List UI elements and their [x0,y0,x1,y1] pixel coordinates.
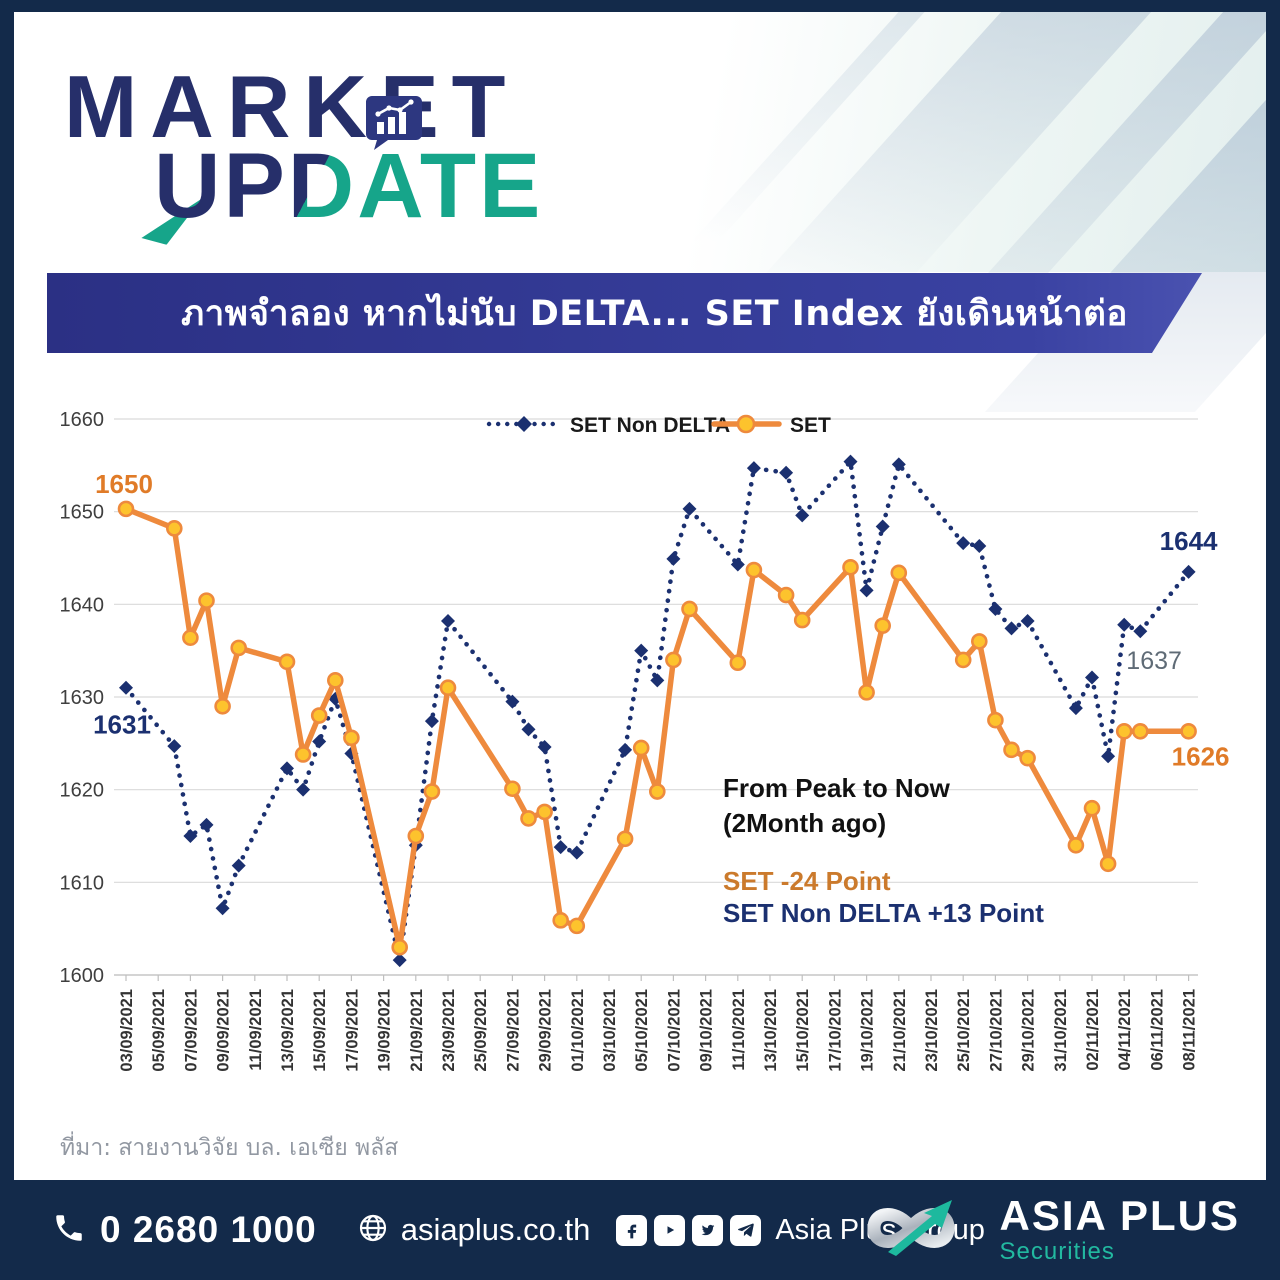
svg-text:1650: 1650 [95,469,153,499]
phone-number: 0 2680 1000 [100,1209,317,1250]
svg-text:07/10/2021: 07/10/2021 [665,989,683,1072]
svg-text:01/10/2021: 01/10/2021 [569,989,587,1072]
svg-text:06/11/2021: 06/11/2021 [1148,989,1166,1071]
svg-text:03/09/2021: 03/09/2021 [118,989,136,1072]
svg-text:05/10/2021: 05/10/2021 [633,989,651,1072]
series-set [117,500,1197,956]
phone-icon [52,1211,86,1250]
svg-text:1637: 1637 [1126,647,1182,675]
svg-text:03/10/2021: 03/10/2021 [601,989,619,1072]
svg-text:15/09/2021: 15/09/2021 [311,989,329,1072]
svg-text:07/09/2021: 07/09/2021 [182,989,200,1072]
svg-text:13/10/2021: 13/10/2021 [762,989,780,1072]
svg-text:23/09/2021: 23/09/2021 [440,989,458,1072]
chart-legend: SET Non DELTA SET [486,414,831,437]
brand-logo: ASIA PLUS Securities [836,1186,1240,1275]
svg-text:02/11/2021: 02/11/2021 [1084,989,1102,1071]
x-axis-labels: 03/09/2021 05/09/2021 07/09/2021 09/09/2021… [114,974,1199,1072]
svg-text:17/10/2021: 17/10/2021 [826,989,844,1072]
svg-text:04/11/2021: 04/11/2021 [1116,989,1134,1071]
footer-bar: 0 2680 1000 asiaplus.co.th [0,1180,1280,1280]
logo-title-update: UPDATE [154,135,544,237]
svg-text:23/10/2021: 23/10/2021 [923,989,941,1072]
svg-text:(2Month ago): (2Month ago) [723,808,886,838]
svg-text:27/10/2021: 27/10/2021 [987,989,1005,1072]
svg-text:13/09/2021: 13/09/2021 [279,989,297,1072]
svg-text:SET: SET [790,414,831,437]
website-url: asiaplus.co.th [400,1212,591,1247]
logo-title-market: MARKET [64,57,519,156]
svg-text:21/09/2021: 21/09/2021 [408,989,426,1072]
y-axis: 1600 1610 1620 1630 1640 1650 1660 [60,409,1198,987]
svg-text:17/09/2021: 17/09/2021 [343,989,361,1072]
svg-text:25/10/2021: 25/10/2021 [955,989,973,1072]
svg-text:11/09/2021: 11/09/2021 [247,989,265,1071]
infinity-logo-icon [836,1186,986,1275]
telegram-icon [730,1214,762,1246]
twitter-icon [692,1214,724,1246]
svg-text:05/09/2021: 05/09/2021 [150,989,168,1072]
svg-text:1631: 1631 [93,710,151,740]
facebook-icon [616,1214,648,1246]
chart-bubble-icon [364,92,424,152]
svg-text:31/10/2021: 31/10/2021 [1052,989,1070,1072]
svg-text:SET Non DELTA: SET Non DELTA [570,414,730,437]
svg-text:25/09/2021: 25/09/2021 [472,989,490,1072]
svg-text:1640: 1640 [60,594,105,616]
svg-text:1660: 1660 [60,409,105,431]
svg-text:09/09/2021: 09/09/2021 [215,989,233,1072]
svg-text:1626: 1626 [1172,741,1230,771]
svg-text:29/09/2021: 29/09/2021 [537,989,555,1072]
svg-text:08/11/2021: 08/11/2021 [1181,989,1199,1071]
headline-banner: ภาพจำลอง หากไม่นับ DELTA... SET Index ยั… [47,273,1202,353]
svg-text:SET -24 Point: SET -24 Point [723,866,891,896]
svg-text:11/10/2021: 11/10/2021 [730,989,748,1071]
svg-text:1630: 1630 [60,687,105,709]
svg-text:21/10/2021: 21/10/2021 [891,989,909,1072]
set-index-chart: 1600 1610 1620 1630 1640 1650 1660 03/09/2021 05… [40,385,1254,1132]
chart-annotations: 1650 1631 1644 1637 1626 From Peak to Now (2Mo… [93,469,1229,928]
brand-subtitle: Securities [999,1237,1115,1265]
series-set-non-delta [119,454,1196,968]
svg-text:15/10/2021: 15/10/2021 [794,989,812,1072]
svg-text:SET Non DELTA +13 Point: SET Non DELTA +13 Point [723,898,1044,928]
globe-icon [357,1212,389,1249]
svg-text:1600: 1600 [60,965,105,987]
svg-text:1610: 1610 [60,872,105,894]
brand-name: ASIA PLUS [999,1191,1240,1239]
svg-text:1644: 1644 [1160,526,1218,556]
youtube-icon [654,1214,686,1246]
headline-text: ภาพจำลอง หากไม่นับ DELTA... SET Index ยั… [181,293,1128,334]
svg-text:27/09/2021: 27/09/2021 [504,989,522,1072]
svg-text:29/10/2021: 29/10/2021 [1020,989,1038,1072]
svg-text:09/10/2021: 09/10/2021 [698,989,716,1072]
content-area: MARKET UPDATE ภาพจำลอง หากไม่นับ DELTA..… [14,12,1266,1180]
svg-text:1650: 1650 [60,502,105,524]
svg-text:1620: 1620 [60,780,105,802]
svg-text:19/10/2021: 19/10/2021 [859,989,877,1072]
svg-text:19/09/2021: 19/09/2021 [376,989,394,1072]
source-note: ที่มา: สายงานวิจัย บล. เอเซีย พลัส [60,1135,399,1161]
chart-svg: 1600 1610 1620 1630 1640 1650 1660 03/09/2021 05… [60,409,1230,1072]
svg-text:From Peak to Now: From Peak to Now [723,773,951,803]
